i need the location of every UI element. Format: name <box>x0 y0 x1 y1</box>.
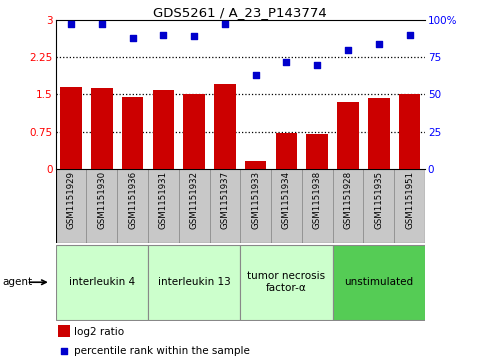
Text: GSM1151929: GSM1151929 <box>67 171 75 229</box>
Bar <box>333 169 364 243</box>
Point <box>313 62 321 68</box>
Bar <box>214 85 236 169</box>
Bar <box>122 97 143 169</box>
Text: GSM1151938: GSM1151938 <box>313 171 322 229</box>
Bar <box>86 169 117 243</box>
Text: tumor necrosis
factor-α: tumor necrosis factor-α <box>247 272 326 293</box>
Bar <box>240 169 271 243</box>
Bar <box>60 87 82 169</box>
Point <box>159 32 167 38</box>
Bar <box>302 169 333 243</box>
Point <box>375 41 383 47</box>
Point <box>190 33 198 39</box>
Point <box>406 32 413 38</box>
Text: interleukin 13: interleukin 13 <box>158 277 230 287</box>
Bar <box>394 169 425 243</box>
Point <box>252 72 259 78</box>
Text: unstimulated: unstimulated <box>344 277 413 287</box>
Text: agent: agent <box>2 277 32 287</box>
Point <box>67 21 75 27</box>
Text: GSM1151936: GSM1151936 <box>128 171 137 229</box>
Text: interleukin 4: interleukin 4 <box>69 277 135 287</box>
Bar <box>276 133 297 169</box>
Bar <box>271 169 302 243</box>
Bar <box>117 169 148 243</box>
Text: GSM1151930: GSM1151930 <box>97 171 106 229</box>
Bar <box>337 102 359 169</box>
Text: GSM1151937: GSM1151937 <box>220 171 229 229</box>
Text: GSM1151935: GSM1151935 <box>374 171 384 229</box>
Bar <box>307 134 328 169</box>
Text: GSM1151928: GSM1151928 <box>343 171 353 229</box>
Bar <box>364 169 394 243</box>
Text: GSM1151934: GSM1151934 <box>282 171 291 229</box>
Bar <box>91 89 113 169</box>
Text: GSM1151932: GSM1151932 <box>190 171 199 229</box>
Bar <box>399 94 420 169</box>
Bar <box>153 90 174 169</box>
Point <box>283 59 290 65</box>
Bar <box>333 245 425 320</box>
Text: GSM1151951: GSM1151951 <box>405 171 414 229</box>
Bar <box>245 161 267 169</box>
Point <box>221 21 229 27</box>
Bar <box>368 98 390 169</box>
Point <box>344 47 352 53</box>
Text: GSM1151931: GSM1151931 <box>159 171 168 229</box>
Bar <box>148 169 179 243</box>
Bar <box>148 245 241 320</box>
Text: log2 ratio: log2 ratio <box>73 327 124 337</box>
Title: GDS5261 / A_23_P143774: GDS5261 / A_23_P143774 <box>154 6 327 19</box>
Bar <box>56 245 148 320</box>
Bar <box>184 94 205 169</box>
Point <box>60 348 68 354</box>
Bar <box>56 169 86 243</box>
Bar <box>240 245 333 320</box>
Text: percentile rank within the sample: percentile rank within the sample <box>73 346 250 356</box>
Bar <box>210 169 240 243</box>
Text: GSM1151933: GSM1151933 <box>251 171 260 229</box>
Point <box>98 21 106 27</box>
Bar <box>58 325 70 337</box>
Bar <box>179 169 210 243</box>
Point <box>128 35 136 41</box>
